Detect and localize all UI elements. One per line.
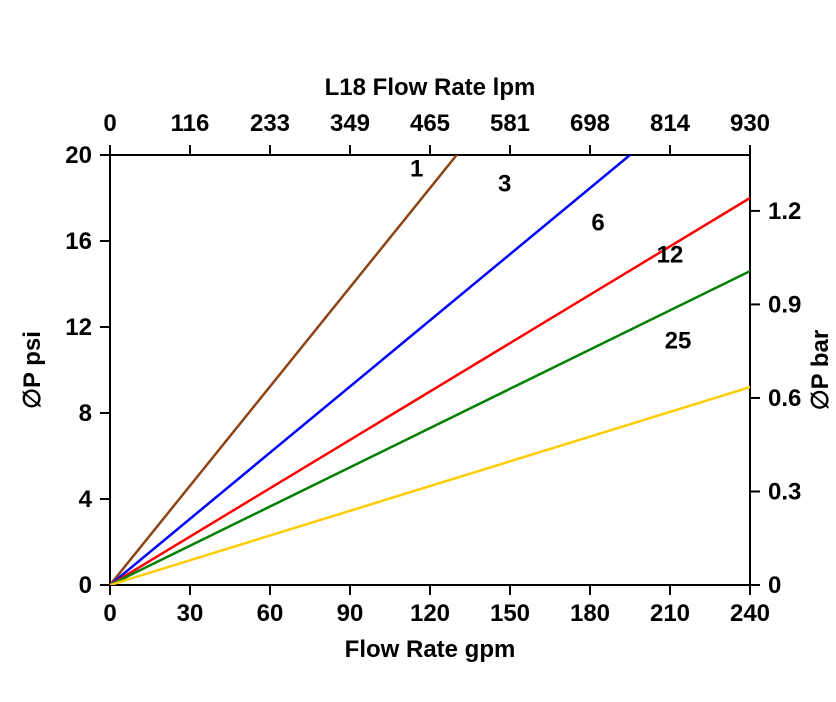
y-right-title: ∅P bar (807, 330, 834, 411)
x-bottom-tick-label: 30 (177, 600, 204, 627)
x-top-tick-label: 930 (730, 110, 770, 137)
y-left-ticks: 0 4 8 12 16 20 (65, 142, 110, 599)
x-top-ticks: 0 116 233 349 465 581 698 814 930 (103, 110, 770, 155)
x-bottom-tick-label: 180 (570, 600, 610, 627)
series-line-12 (110, 114, 836, 585)
x-bottom-tick-label: 150 (490, 600, 530, 627)
x-bottom-tick-label: 120 (410, 600, 450, 627)
y-left-tick-label: 8 (79, 400, 92, 427)
series-label-3: 3 (498, 171, 511, 198)
x-bottom-tick-label: 240 (730, 600, 770, 627)
x-top-tick-label: 116 (171, 110, 210, 137)
x-top-title: L18 Flow Rate lpm (325, 74, 536, 101)
x-bottom-ticks: 0 30 60 90 120 150 180 210 240 (103, 585, 770, 627)
x-bottom-tick-label: 210 (650, 600, 690, 627)
x-bottom-tick-label: 60 (257, 600, 284, 627)
x-top-tick-label: 349 (330, 110, 370, 137)
y-right-tick-label: 0 (768, 572, 781, 599)
x-top-tick-label: 698 (570, 110, 610, 137)
y-right-tick-label: 0.3 (768, 478, 801, 505)
y-right-ticks: 0 0.3 0.6 0.9 1.2 (750, 198, 801, 599)
y-left-tick-label: 4 (79, 486, 93, 513)
x-top-tick-label: 0 (103, 110, 116, 137)
x-top-tick-label: 814 (650, 110, 691, 137)
x-top-tick-label: 581 (490, 110, 530, 137)
x-top-tick-label: 233 (250, 110, 290, 137)
series-label-25: 25 (665, 328, 692, 355)
x-bottom-title: Flow Rate gpm (345, 636, 516, 663)
series-label-12: 12 (657, 242, 684, 269)
y-right-tick-label: 0.6 (768, 385, 801, 412)
x-bottom-tick-label: 90 (337, 600, 364, 627)
y-right-tick-label: 0.9 (768, 291, 801, 318)
plot-area (110, 155, 750, 585)
x-top-tick-label: 465 (410, 110, 450, 137)
series-label-6: 6 (591, 209, 604, 236)
series-line-25 (110, 288, 836, 585)
y-left-tick-label: 12 (65, 314, 92, 341)
pressure-drop-chart: 0306090120150180210240 01162333494655816… (0, 0, 836, 702)
y-left-tick-label: 16 (65, 228, 92, 255)
y-right-tick-label: 1.2 (768, 198, 801, 225)
y-left-title: ∅P psi (19, 331, 46, 409)
y-left-tick-label: 0 (79, 572, 92, 599)
y-left-tick-label: 20 (65, 142, 92, 169)
series-label-1: 1 (410, 156, 423, 183)
x-bottom-tick-label: 0 (103, 600, 116, 627)
series-labels: 1 3 6 12 25 (410, 156, 691, 355)
